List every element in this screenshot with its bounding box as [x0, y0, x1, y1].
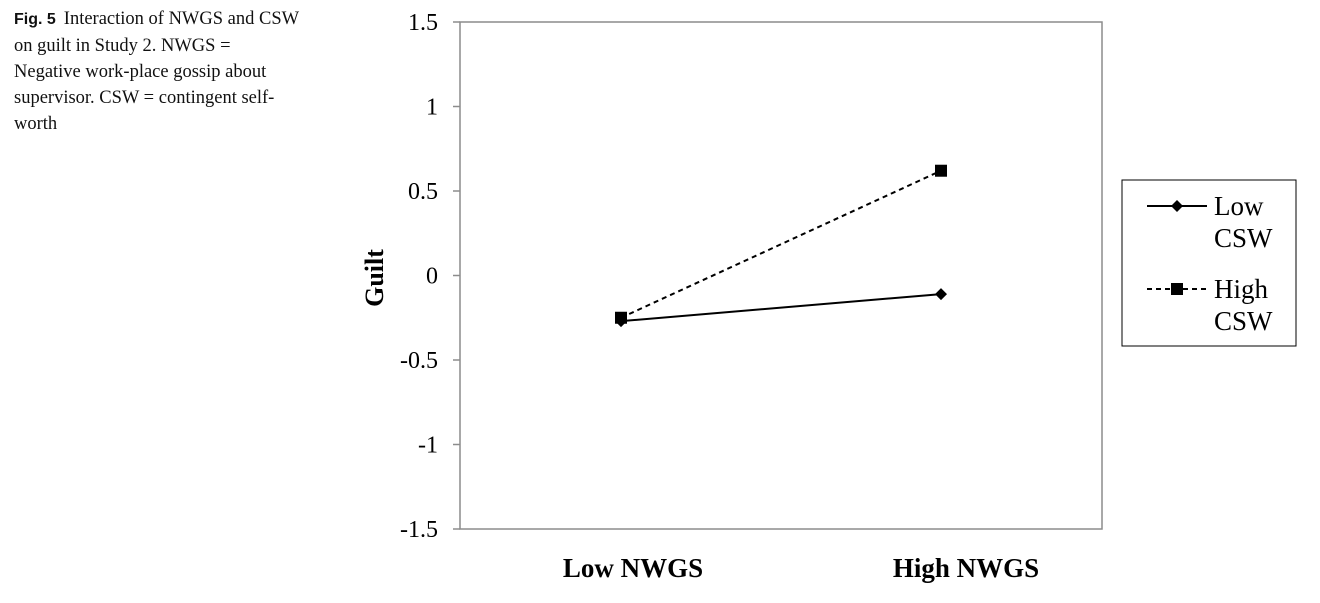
legend-label: High: [1214, 274, 1269, 304]
y-tick-label: 0.5: [408, 179, 438, 205]
y-tick-label: 0: [426, 264, 438, 290]
square-marker: [935, 164, 947, 177]
series-line: [620, 293, 942, 323]
diamond-marker: [935, 288, 947, 301]
y-tick-label: 1.5: [408, 10, 438, 36]
series-line: [620, 169, 942, 319]
figure-caption: Fig. 5 Interaction of NWGS and CSW on gui…: [14, 6, 299, 137]
x-axis: Low NWGS High NWGS: [563, 553, 1039, 583]
series-group: [615, 164, 947, 328]
figure-caption-text: Interaction of NWGS and CSW on guilt in …: [14, 9, 299, 134]
x-category-label: High NWGS: [893, 553, 1039, 583]
y-tick-label: -1.5: [400, 517, 438, 543]
legend-label: CSW: [1214, 306, 1273, 336]
legend-box: [1121, 179, 1297, 347]
square-marker: [1171, 283, 1183, 295]
legend-label: CSW: [1214, 223, 1273, 253]
y-axis: 1.5 1 0.5 0 -0.5 -1 -1.5: [400, 10, 460, 543]
square-marker: [615, 311, 627, 324]
plot-area: [459, 21, 1103, 530]
y-axis-label: Guilt: [360, 249, 389, 307]
figure-label: Fig. 5: [14, 11, 56, 28]
x-category-label: Low NWGS: [563, 553, 703, 583]
y-tick-label: -0.5: [400, 348, 438, 374]
diamond-marker: [1171, 200, 1183, 212]
legend-label: Low: [1214, 191, 1264, 221]
y-tick-label: 1: [426, 95, 438, 121]
y-tick-label: -1: [418, 433, 438, 459]
